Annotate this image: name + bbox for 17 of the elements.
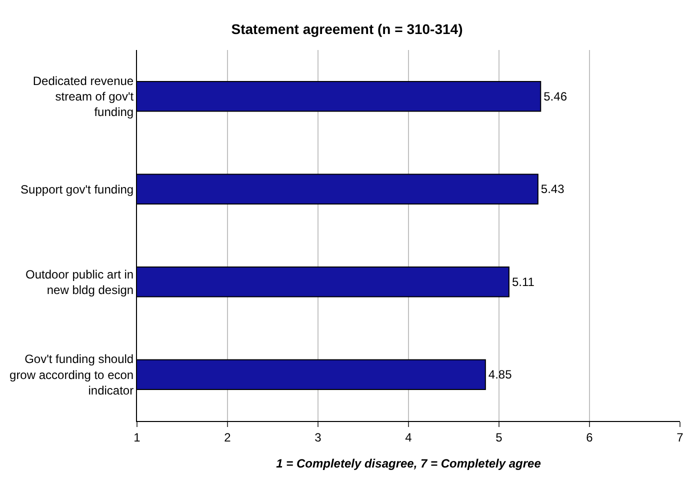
x-tick-label: 2 (224, 430, 232, 444)
x-tick-label: 6 (586, 430, 594, 444)
x-tick-label: 5 (496, 430, 503, 444)
x-tick-label: 1 (134, 430, 141, 444)
x-axis-title: 1 = Completely disagree, 7 = Completely agree (276, 456, 542, 470)
data-label: 5.11 (512, 274, 535, 289)
x-tick-label: 3 (314, 430, 322, 444)
data-label: 5.43 (540, 182, 565, 196)
data-label: 4.85 (488, 368, 512, 382)
y-tick-label: Dedicated revenue stream of gov't funding (32, 74, 134, 120)
data-label: 5.46 (544, 89, 568, 104)
x-tick-label: 4 (405, 430, 412, 444)
y-tick-label: Support gov't funding (20, 182, 134, 196)
x-tick-label: 7 (676, 430, 684, 444)
y-tick-label: Gov't funding should grow according to econ indicator (10, 352, 134, 398)
y-tick-label: Outdoor public art in new bldg design (26, 267, 134, 297)
chart-title: Statement agreement (n = 310-314) (231, 20, 463, 37)
